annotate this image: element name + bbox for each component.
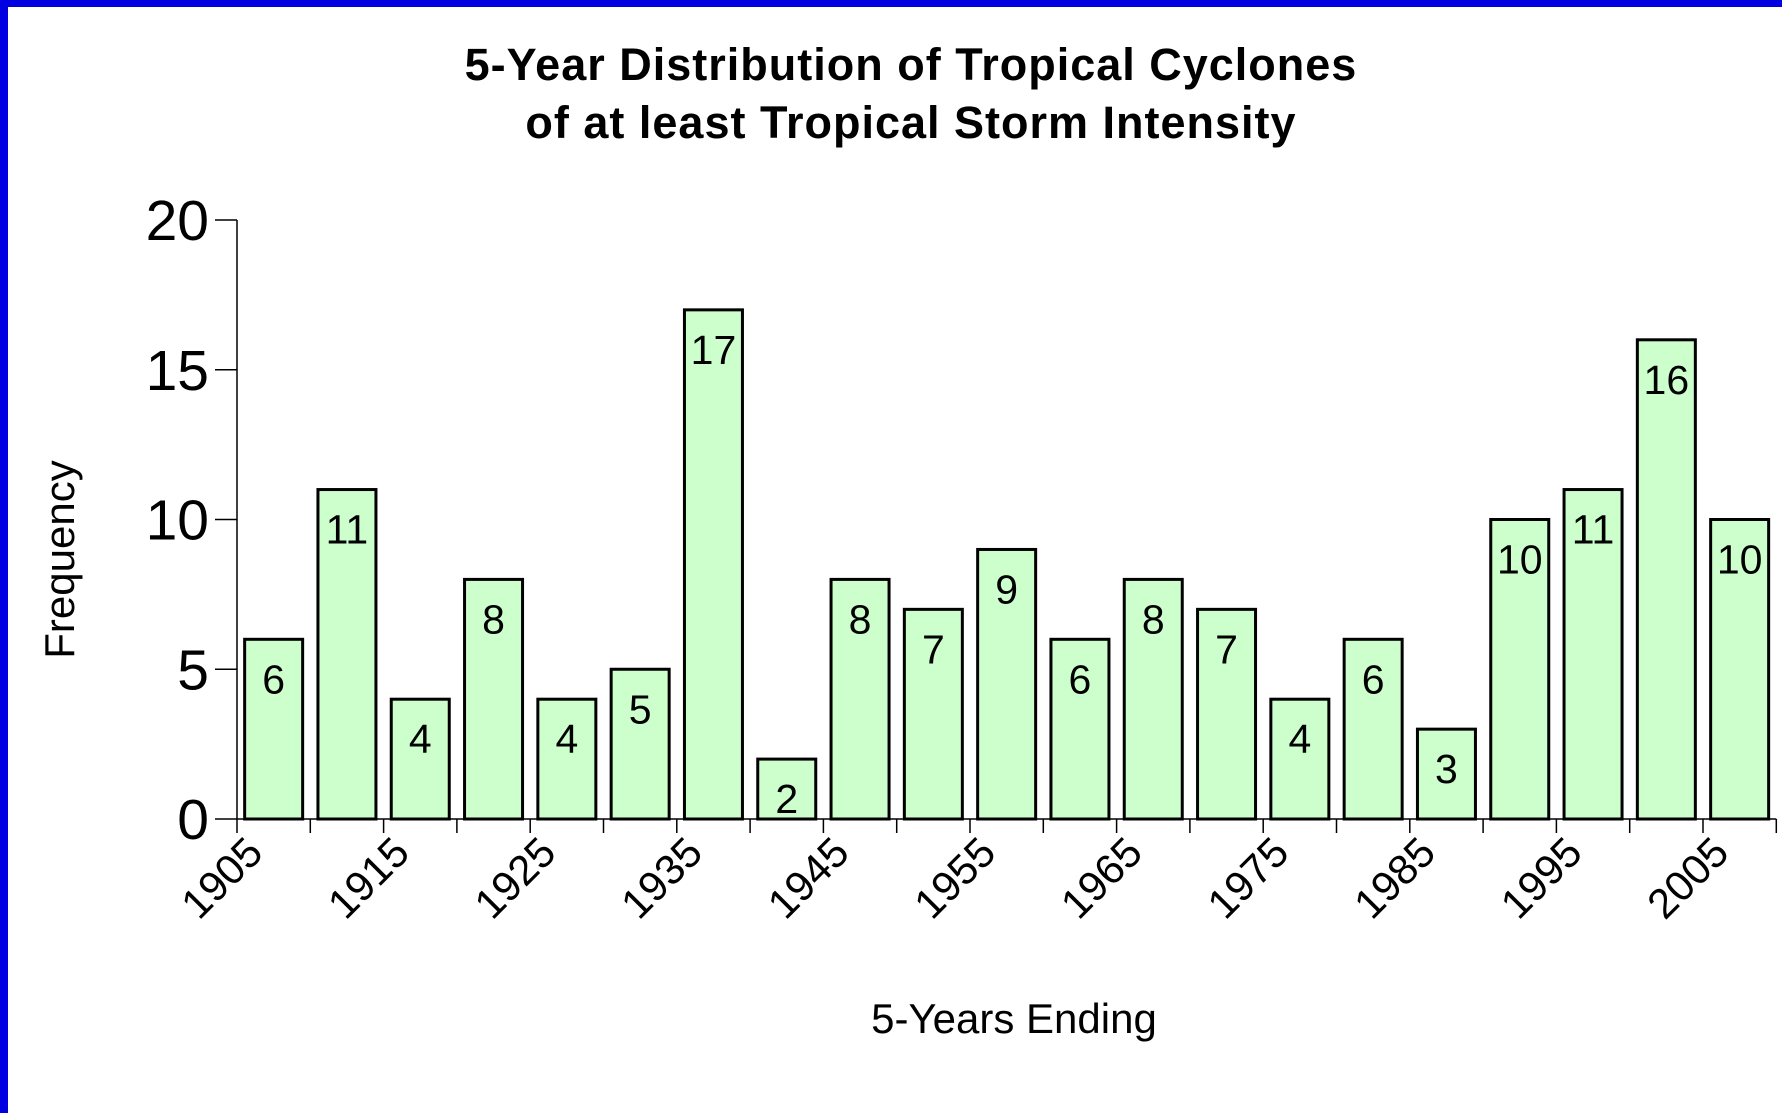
bar-1980 <box>1342 637 1404 821</box>
data-label-1985: 3 <box>1435 746 1458 792</box>
bar-1940 <box>756 757 818 821</box>
data-label-1915: 4 <box>409 716 432 762</box>
data-labels: 6 11 4 8 4 5 17 2 8 7 9 6 8 7 4 6 3 10 11 16 10 <box>262 327 1762 822</box>
data-label-1990: 10 <box>1497 537 1543 583</box>
x-tick-label: 2005 <box>1638 828 1737 927</box>
chart-title-line-1: 5-Year Distribution of Tropical Cyclones <box>465 39 1358 90</box>
bar-1945 <box>829 577 891 821</box>
y-tick-label: 5 <box>177 638 209 702</box>
x-tick-label: 1965 <box>1052 828 1151 927</box>
chart-title: 5-Year Distribution of Tropical Cyclones… <box>465 39 1358 148</box>
bar-1970 <box>1196 607 1258 821</box>
bar-1955 <box>976 547 1038 821</box>
y-tick-label: 15 <box>146 339 209 403</box>
x-tick-label: 1975 <box>1198 828 1297 927</box>
bar-1920 <box>463 577 525 821</box>
data-label-2000: 16 <box>1644 357 1690 403</box>
x-tick-label: 1985 <box>1345 828 1444 927</box>
data-label-1935: 17 <box>691 327 737 373</box>
bar-chart: 5-Year Distribution of Tropical Cyclones… <box>36 39 1778 1042</box>
data-label-2005: 10 <box>1717 537 1763 583</box>
x-tick-label: 1935 <box>612 828 711 927</box>
data-label-1980: 6 <box>1362 656 1385 702</box>
bar-1925 <box>536 697 598 821</box>
bar-1930 <box>609 667 671 821</box>
y-tick-label: 0 <box>177 788 209 852</box>
x-tick-label: 1955 <box>905 828 1004 927</box>
bar-1950 <box>902 607 964 821</box>
data-label-1920: 8 <box>482 596 505 642</box>
data-label-1905: 6 <box>262 656 285 702</box>
bar-2005 <box>1709 518 1771 821</box>
data-label-1955: 9 <box>995 566 1018 612</box>
data-label-1930: 5 <box>629 686 652 732</box>
data-label-1970: 7 <box>1215 626 1238 672</box>
bar-1935 <box>682 308 744 821</box>
x-tick-label: 1915 <box>319 828 418 927</box>
x-tick-label: 1925 <box>465 828 564 927</box>
bars <box>243 308 1771 821</box>
data-label-1945: 8 <box>849 596 872 642</box>
y-axis-title: Frequency <box>36 460 83 658</box>
bar-1985 <box>1415 727 1477 821</box>
data-label-1960: 6 <box>1069 656 1092 702</box>
bar-1905 <box>243 637 305 821</box>
data-label-1940: 2 <box>775 776 798 822</box>
chart-title-line-2: of at least Tropical Storm Intensity <box>525 97 1296 148</box>
y-tick-label: 20 <box>146 189 209 253</box>
bar-1975 <box>1269 697 1331 821</box>
data-label-1995: 11 <box>1572 507 1615 553</box>
bar-2000 <box>1635 338 1697 821</box>
bar-1960 <box>1049 637 1111 821</box>
bar-1965 <box>1122 577 1184 821</box>
y-tick-label: 10 <box>146 489 209 553</box>
data-label-1910: 11 <box>326 507 369 553</box>
data-label-1950: 7 <box>922 626 945 672</box>
data-label-1925: 4 <box>555 716 578 762</box>
slide-panel: 5-Year Distribution of Tropical Cyclones… <box>8 7 1782 1113</box>
bar-1910 <box>316 488 378 821</box>
bar-1915 <box>389 697 451 821</box>
x-tick-label: 1945 <box>758 828 857 927</box>
bar-1995 <box>1562 488 1624 821</box>
data-label-1965: 8 <box>1142 596 1165 642</box>
data-label-1975: 4 <box>1288 716 1311 762</box>
x-axis-title: 5-Years Ending <box>871 995 1157 1042</box>
x-tick-label: 1995 <box>1491 828 1590 927</box>
bar-1990 <box>1489 518 1551 821</box>
